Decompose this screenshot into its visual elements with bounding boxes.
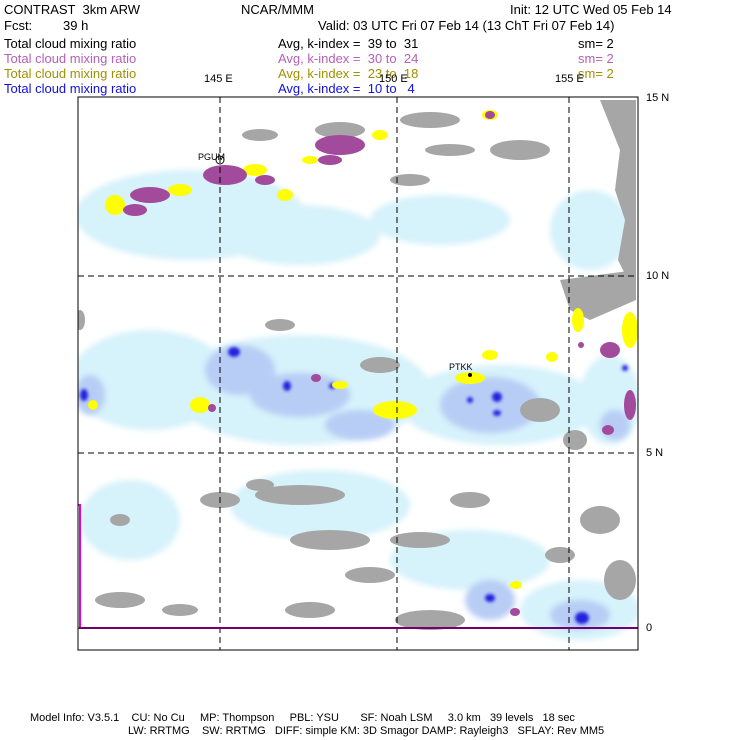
- legend-range-3: Avg, k-index = 23 to 18: [278, 66, 419, 81]
- model-name: CONTRAST 3km ARW: [4, 2, 141, 17]
- low-cloud-layer: [78, 100, 636, 630]
- lon-label-150: 150 E: [379, 73, 408, 85]
- legend-range-2: Avg, k-index = 30 to 24: [278, 51, 419, 66]
- legend-smooth-1: sm= 2: [578, 36, 614, 51]
- lat-label-15: 15 N: [646, 92, 670, 104]
- valid-time: Valid: 03 UTC Fri 07 Feb 14 (13 ChT Fri …: [318, 18, 615, 33]
- legend-range-4: Avg, k-index = 10 to 4: [278, 81, 415, 96]
- legend-field-1: Total cloud mixing ratio: [4, 36, 137, 51]
- lon-label-155: 155 E: [555, 73, 584, 85]
- lat-label-5: 5 N: [646, 447, 664, 459]
- map-frame: [77, 96, 639, 651]
- high-cloud-core-layer: [80, 347, 628, 624]
- legend-field-3: Total cloud mixing ratio: [4, 66, 137, 81]
- lon-label-145: 145 E: [204, 73, 233, 85]
- mid-cloud-layer: [123, 111, 636, 616]
- center-name: NCAR/MMM: [241, 2, 314, 17]
- legend-smooth-3: sm= 2: [578, 66, 614, 81]
- station-marker-ptkk: [468, 373, 472, 377]
- forecast-hour: 39 h: [63, 18, 89, 33]
- footer-physics-info: LW: RRTMG SW: RRTMG DIFF: simple KM: 3D …: [128, 725, 605, 737]
- station-label-ptkk: PTKK: [449, 362, 473, 372]
- station-markers: [215, 155, 472, 377]
- legend-smooth-2: sm= 2: [578, 51, 614, 66]
- forecast-label: Fcst:: [4, 18, 33, 33]
- lat-label-10: 10 N: [646, 270, 670, 282]
- station-marker-pgum: [215, 155, 225, 165]
- legend-range-1: Avg, k-index = 39 to 31: [278, 36, 419, 51]
- init-time: Init: 12 UTC Wed 05 Feb 14: [510, 2, 672, 17]
- lat-label-0: 0: [646, 622, 653, 634]
- legend-field-2: Total cloud mixing ratio: [4, 51, 137, 66]
- footer-model-info: Model Info: V3.5.1 CU: No Cu MP: Thompso…: [30, 712, 575, 724]
- legend-field-4: Total cloud mixing ratio: [4, 81, 137, 96]
- station-label-pgum: PGUM: [198, 152, 225, 162]
- high-cloud-blue-layer: [78, 345, 630, 630]
